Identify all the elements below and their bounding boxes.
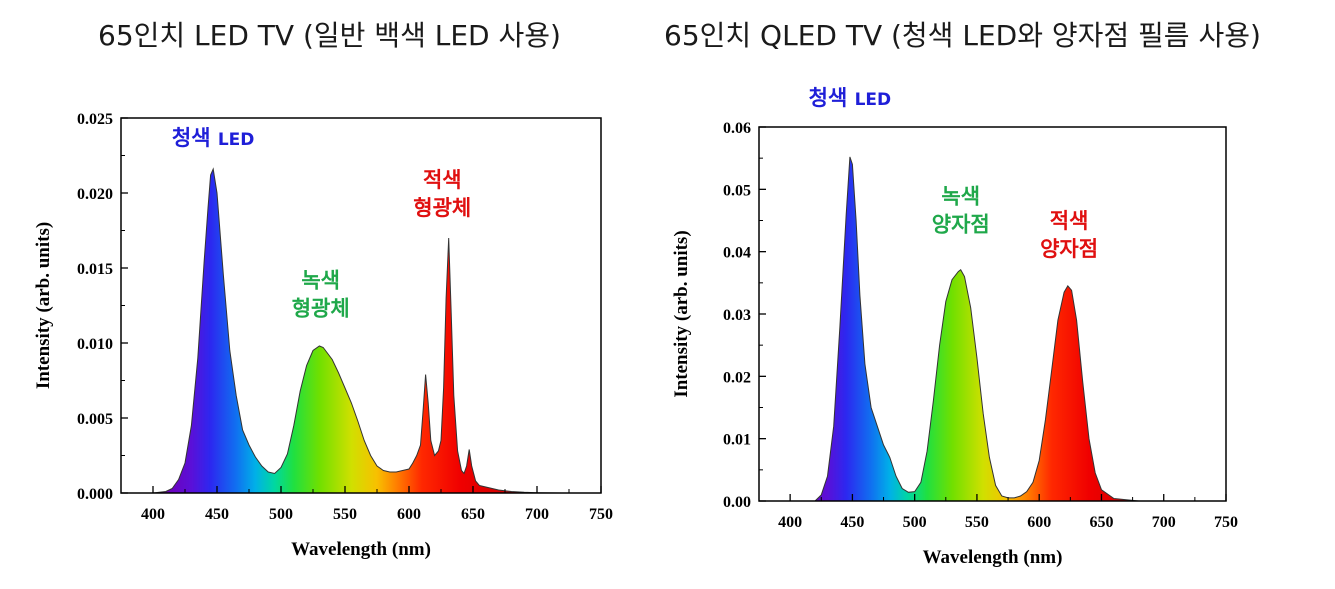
- y-axis-label: Intensity (arb. units): [33, 222, 54, 389]
- led-tv-spectrum-chart: 400 450 500 550 600 650 700 750 0.000 0.005 0.010 0…: [33, 111, 613, 560]
- y-tick-label: 0.000: [77, 486, 113, 503]
- annotation-red: 적색 형광체: [413, 168, 471, 220]
- x-tick-label: 750: [1214, 514, 1238, 531]
- x-tick-label: 550: [965, 514, 989, 531]
- y-tick-label: 0.015: [77, 261, 113, 278]
- y-tick-label: 0.06: [723, 120, 751, 137]
- x-tick-label: 650: [1089, 514, 1113, 531]
- x-tick-label: 500: [903, 514, 927, 531]
- x-tick-label: 400: [141, 506, 165, 523]
- annotation-blue: 청색 LED: [809, 86, 892, 110]
- x-tick-label: 500: [269, 506, 293, 523]
- y-tick-label: 0.04: [723, 245, 751, 262]
- y-tick-label: 0.010: [77, 336, 113, 353]
- x-tick-label: 700: [525, 506, 549, 523]
- y-tick-label: 0.05: [723, 182, 751, 199]
- annotation-blue: 청색 LED: [172, 126, 255, 150]
- annotation-red: 적색 양자점: [1040, 209, 1098, 261]
- qled-tv-spectrum-chart: 400 450 500 550 600 650 700 750 0.00 0.01 0.02 0.03…: [671, 86, 1238, 568]
- x-tick-label: 600: [397, 506, 421, 523]
- x-tick-label: 650: [461, 506, 485, 523]
- y-tick-label: 0.025: [77, 111, 113, 128]
- x-tick-label: 550: [333, 506, 357, 523]
- x-tick-label: 450: [840, 514, 864, 531]
- annotation-green: 녹색 형광체: [292, 269, 350, 321]
- x-tick-label: 450: [205, 506, 229, 523]
- y-tick-label: 0.00: [723, 494, 751, 511]
- x-axis-label: Wavelength (nm): [923, 547, 1063, 568]
- x-tick-label: 700: [1152, 514, 1176, 531]
- plot-frame: [758, 126, 1227, 502]
- y-tick-label: 0.020: [77, 186, 113, 203]
- y-tick-label: 0.005: [77, 411, 113, 428]
- spectrum-area: [759, 156, 1226, 502]
- x-tick-label: 600: [1027, 514, 1051, 531]
- y-tick-label: 0.02: [723, 369, 751, 386]
- spectrum-area: [121, 167, 601, 494]
- x-tick-label: 400: [778, 514, 802, 531]
- y-tick-label: 0.01: [723, 432, 751, 449]
- annotation-green: 녹색 양자점: [932, 185, 990, 237]
- y-tick-label: 0.03: [723, 307, 751, 324]
- y-axis-label: Intensity (arb. units): [671, 230, 692, 397]
- x-tick-label: 750: [589, 506, 613, 523]
- x-axis-label: Wavelength (nm): [291, 539, 431, 560]
- right-chart-headline: 65인치 QLED TV (청색 LED와 양자점 필름 사용): [664, 19, 1261, 52]
- left-chart-headline: 65인치 LED TV (일반 백색 LED 사용): [98, 19, 561, 52]
